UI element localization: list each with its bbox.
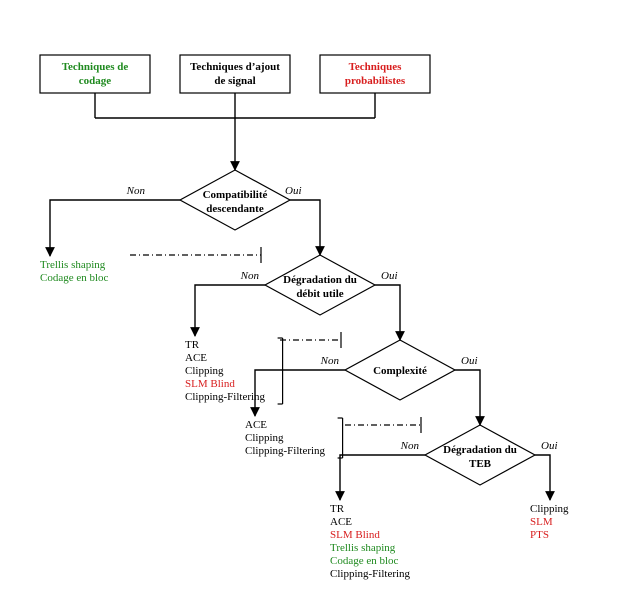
diamond-d4-l2: TEB (469, 458, 492, 470)
list-L4-1: ACE (330, 516, 352, 528)
list-L4-0: TR (330, 503, 345, 515)
d4-non: Non (400, 440, 420, 452)
list-L2-0: TR (185, 339, 200, 351)
diamond-d1-l1: Compatibilité (203, 189, 268, 201)
list-L3-1: Clipping (245, 432, 284, 444)
diamond-d4-l1: Dégradation du (443, 444, 517, 456)
diamond-d1-l2: descendante (206, 203, 264, 215)
list-L4-5: Clipping-Filtering (330, 568, 411, 580)
d1-oui: Oui (285, 185, 302, 197)
diamond-d3-l1: Complexité (373, 365, 427, 377)
d3-oui: Oui (461, 355, 478, 367)
box-b3-l1: Techniques (349, 61, 403, 73)
list-L2-1: ACE (185, 352, 207, 364)
d1-non: Non (126, 185, 146, 197)
d2-oui: Oui (381, 270, 398, 282)
box-b3-l2: probabilistes (345, 75, 406, 87)
list-L5-1: SLM (530, 516, 553, 528)
list-L4-2: SLM Blind (330, 529, 380, 541)
d4-oui: Oui (541, 440, 558, 452)
d2-non: Non (240, 270, 260, 282)
list-L5-0: Clipping (530, 503, 569, 515)
box-b1-l2: codage (79, 75, 112, 87)
list-L1-1: Codage en bloc (40, 272, 109, 284)
d3-non: Non (320, 355, 340, 367)
list-L2-3: SLM Blind (185, 378, 235, 390)
list-L5-2: PTS (530, 529, 549, 541)
flowchart: Techniques de codage Techniques d’ajout de … (0, 0, 620, 596)
diamond-d2-l2: débit utile (296, 288, 343, 300)
box-b1-l1: Techniques de (62, 61, 129, 73)
box-b2-l1: Techniques d’ajout (190, 61, 280, 73)
diamond-d2-l1: Dégradation du (283, 274, 357, 286)
list-L1-0: Trellis shaping (40, 259, 106, 271)
list-L4-4: Codage en bloc (330, 555, 399, 567)
list-L2-2: Clipping (185, 365, 224, 377)
list-L3-2: Clipping-Filtering (245, 445, 326, 457)
box-b2-l2: de signal (214, 75, 255, 87)
list-L3-0: ACE (245, 419, 267, 431)
list-L4-3: Trellis shaping (330, 542, 396, 554)
list-L2-4: Clipping-Filtering (185, 391, 266, 403)
